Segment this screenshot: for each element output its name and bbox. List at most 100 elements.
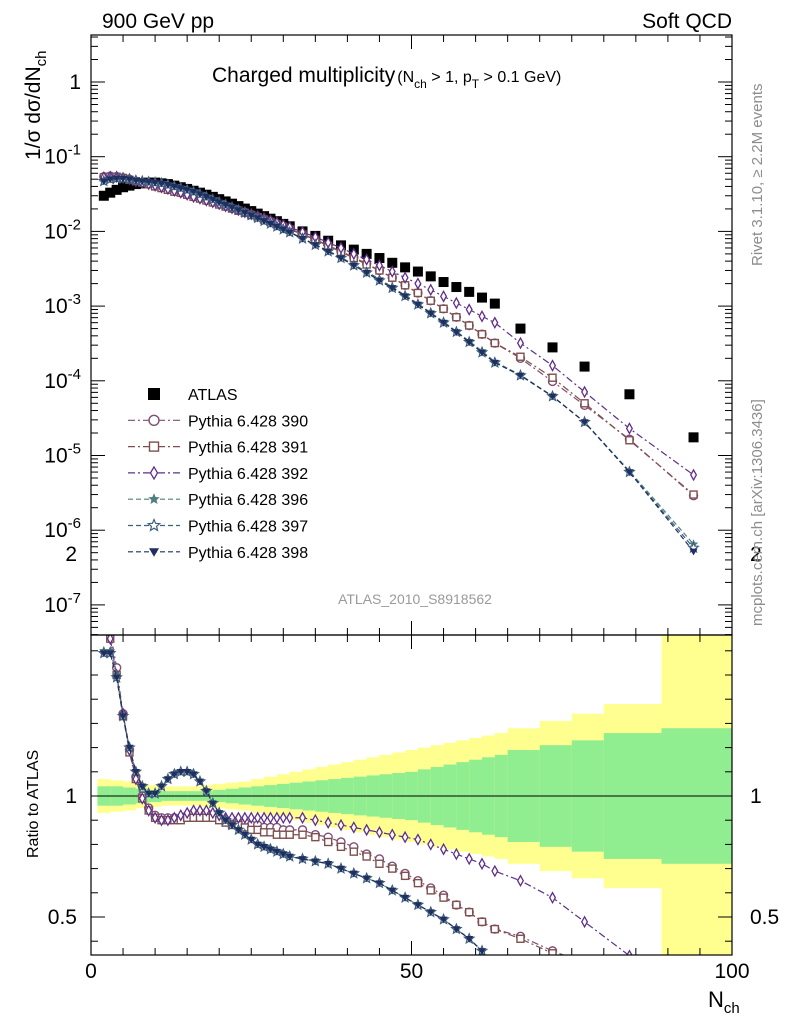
ratio-point (388, 828, 396, 842)
ratio-point (452, 926, 461, 934)
ratio-point (260, 811, 268, 825)
ratio-point (215, 810, 224, 817)
legend-marker (148, 493, 160, 505)
ratio-point (375, 825, 383, 839)
ratio-point (375, 859, 384, 868)
series-pythia-6-428-392 (100, 170, 698, 482)
ratio-point (234, 827, 243, 834)
ratio-point (119, 713, 128, 721)
data-point (426, 310, 435, 318)
data-point (413, 288, 423, 298)
data-point (285, 229, 294, 237)
ratio-point (106, 635, 114, 646)
ratio-point (298, 830, 307, 839)
ratio-point (414, 833, 422, 846)
data-point (426, 296, 435, 305)
ratio-point (516, 874, 525, 888)
x-tick-label: 0 (85, 960, 97, 983)
ratio-point (202, 804, 210, 817)
data-point (439, 319, 448, 327)
ratio-point (477, 917, 487, 927)
ratio-point (279, 811, 287, 825)
data-point (491, 316, 499, 330)
data-point (414, 277, 422, 290)
ratio-point (253, 841, 262, 849)
legend-label: Pythia 6.428 396 (188, 492, 308, 509)
legend-label: Pythia 6.428 398 (188, 545, 308, 562)
ratio-point (490, 924, 500, 934)
legend-marker (148, 441, 160, 452)
ratio-point (452, 900, 461, 910)
ratio-point (183, 769, 192, 776)
ratio-point (196, 804, 204, 817)
ratio-point (241, 811, 249, 825)
ratio-point (548, 949, 557, 955)
data-point (124, 180, 135, 191)
data-point (387, 257, 398, 268)
data-point (452, 329, 461, 337)
ratio-point (362, 852, 371, 861)
mcplots-source-note: mcplots.cern.ch [arXiv:1306.3436] (749, 399, 766, 626)
data-point (215, 199, 224, 207)
series-line (103, 177, 694, 545)
data-point (138, 178, 147, 186)
ratio-point (337, 818, 345, 832)
main-y-tick-label: 10-6 (44, 515, 81, 542)
data-point (183, 187, 192, 194)
ratio-point (107, 635, 114, 637)
series-pythia-6-428-398 (99, 175, 698, 556)
data-point (490, 359, 499, 367)
ratio-point (426, 886, 435, 895)
ratio-point (145, 804, 153, 817)
legend-marker (146, 517, 162, 532)
data-point (375, 277, 384, 285)
ratio-y-tick-label: 2 (750, 543, 762, 566)
data-point (363, 253, 371, 266)
ratio-point (311, 813, 319, 827)
x-tick-label: 100 (714, 960, 749, 983)
ratio-point (427, 838, 435, 851)
data-point (516, 336, 525, 350)
data-point (195, 191, 204, 199)
data-point (452, 313, 461, 322)
ratio-point (138, 792, 146, 805)
data-point (388, 265, 396, 278)
data-point (689, 490, 698, 499)
data-point (131, 177, 140, 185)
data-point (413, 301, 422, 309)
ratio-point (324, 860, 333, 868)
main-y-tick-label: 10-4 (44, 366, 81, 393)
data-point (253, 215, 262, 223)
data-point (465, 303, 473, 316)
ratio-point (491, 864, 499, 878)
data-point (464, 286, 475, 297)
ratio-point (465, 852, 473, 866)
ratio-point (401, 830, 409, 844)
ratio-point (626, 949, 633, 955)
data-point (240, 209, 249, 217)
ratio-point (363, 823, 371, 837)
ratio-point (336, 842, 346, 852)
legend-entry-pythia-6-428-392: Pythia 6.428 392 (128, 465, 308, 483)
data-point (478, 309, 486, 323)
ratio-point (266, 811, 275, 825)
data-point (112, 175, 121, 183)
data-point (266, 220, 275, 228)
ratio-y-tick-label: 1 (65, 785, 77, 808)
legend-label: Pythia 6.428 397 (188, 519, 308, 536)
ratio-point (465, 935, 474, 943)
x-axis-label: Nch (708, 987, 740, 1017)
ratio-point (99, 650, 108, 658)
ratio-point (112, 674, 121, 682)
main-y-tick-label: 10-3 (44, 291, 81, 318)
data-point (427, 283, 435, 297)
data-point (202, 194, 211, 201)
ratio-point (439, 893, 448, 902)
legend-label: ATLAS (188, 387, 238, 404)
ratio-point (401, 894, 410, 902)
ratio-point (183, 806, 191, 820)
axes-ticks: 10-7 10-6 10-5 10-4 10-3 10-2 10-1 1 0.5 0.5 1 1 2 2 0… (44, 35, 779, 983)
main-plot-title: Charged multiplicity (Nch > 1, pT > 0.1 G… (212, 64, 561, 91)
data-point (452, 296, 460, 310)
